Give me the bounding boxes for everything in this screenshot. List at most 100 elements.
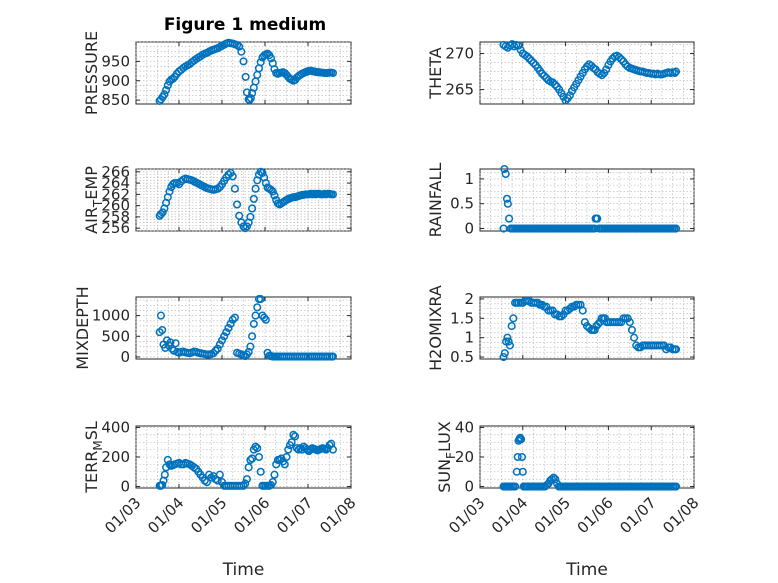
data-point <box>230 313 239 322</box>
figure-title: Figure 1 medium <box>164 15 326 35</box>
data-point <box>246 342 255 351</box>
data-point <box>156 311 165 320</box>
data-point <box>162 86 171 95</box>
data-point <box>500 349 509 358</box>
data-point <box>617 55 626 64</box>
y-tick-label: 0 <box>464 478 474 496</box>
data-point <box>165 187 174 196</box>
data-point <box>239 222 248 231</box>
data-point <box>241 479 250 488</box>
data-point <box>237 47 246 56</box>
data-point <box>253 303 262 312</box>
y-tick-label: 200 <box>101 448 130 466</box>
data-point <box>284 445 293 454</box>
data-point <box>266 54 276 63</box>
x-tick-label: 01/03 <box>101 494 144 537</box>
x-tick-label: 01/04 <box>488 494 531 537</box>
y-tick-label: 265 <box>445 81 474 99</box>
subplot-terr_msl: 0 200 400 01/03 01/04 01/05 01/06 01/07 01/08 Tim… <box>82 418 359 580</box>
y-tick-label: 0.5 <box>450 348 474 366</box>
data-point <box>597 71 607 80</box>
data-point <box>527 56 536 65</box>
data-point <box>280 460 289 469</box>
y-tick-label: 0 <box>464 220 474 238</box>
data-point <box>163 81 172 90</box>
data-point <box>244 463 253 472</box>
data-point <box>538 300 547 309</box>
y-tick-label: 1.5 <box>450 309 474 327</box>
data-point <box>239 57 248 66</box>
data-point <box>551 475 560 484</box>
data-point <box>523 52 532 61</box>
x-tick-label: 01/04 <box>144 494 187 537</box>
subplot-rainfall: 0 0.5 1 RAINFALL <box>426 163 695 238</box>
data-point <box>627 325 636 334</box>
data-point <box>226 319 235 328</box>
data-point <box>625 318 634 327</box>
y-axis-label: PRESSURE <box>82 31 101 115</box>
data-point <box>228 315 237 324</box>
y-tick-label: 260 <box>101 197 130 215</box>
x-axis-label: Time <box>565 560 608 580</box>
data-point <box>593 214 602 223</box>
y-tick-label: 1000 <box>92 307 130 325</box>
y-axis-label: THETA <box>426 47 445 99</box>
y-tick-label: 266 <box>101 163 130 181</box>
data-point <box>213 344 222 353</box>
y-tick-label: 256 <box>101 219 130 237</box>
data-point <box>594 320 603 329</box>
data-point <box>220 332 229 341</box>
data-point <box>328 352 337 361</box>
data-point <box>517 435 526 444</box>
data-point <box>615 53 624 62</box>
data-point <box>261 179 270 188</box>
data-point <box>248 332 257 341</box>
y-tick-label: 0 <box>120 348 130 366</box>
data-point <box>158 326 167 335</box>
subplot-h2omixra: 0.51 1.52 H2OMIXRA <box>426 285 695 371</box>
y-tick-label: 900 <box>101 72 130 90</box>
data-point <box>163 455 172 465</box>
y-tick-label: 264 <box>101 174 130 192</box>
x-tick-label: 01/08 <box>659 494 702 537</box>
data-point <box>670 68 679 78</box>
data-point <box>533 298 542 307</box>
data-point <box>260 313 269 322</box>
data-point <box>256 467 265 476</box>
data-point <box>502 194 512 203</box>
data-point <box>671 224 681 233</box>
y-tick-label: 258 <box>101 208 130 226</box>
data-point <box>503 199 512 208</box>
data-point <box>268 187 277 196</box>
data-point <box>509 314 518 323</box>
data-point <box>565 91 574 100</box>
data-point <box>291 432 300 441</box>
y-axis-label: AIRTEMP <box>82 166 105 234</box>
y-tick-label: 270 <box>445 45 474 63</box>
data-point <box>168 74 178 83</box>
data-point <box>233 200 242 209</box>
data-point <box>156 210 165 219</box>
data-point <box>550 80 559 89</box>
y-tick-label: 40 <box>455 418 474 436</box>
data-point <box>513 452 522 462</box>
data-point <box>244 347 253 357</box>
data-point <box>525 54 534 63</box>
data-point <box>158 208 167 217</box>
axes-box <box>479 168 695 232</box>
data-point <box>249 319 258 328</box>
data-point <box>246 212 255 221</box>
data-point <box>242 475 251 484</box>
data-point <box>289 430 298 439</box>
y-tick-label: 0 <box>120 478 130 496</box>
data-point <box>547 475 556 484</box>
data-point <box>242 88 251 97</box>
data-point <box>228 172 237 181</box>
data-point <box>256 295 265 304</box>
data-point <box>328 68 337 78</box>
x-tick-label: 01/06 <box>230 494 273 537</box>
data-point <box>517 452 526 462</box>
